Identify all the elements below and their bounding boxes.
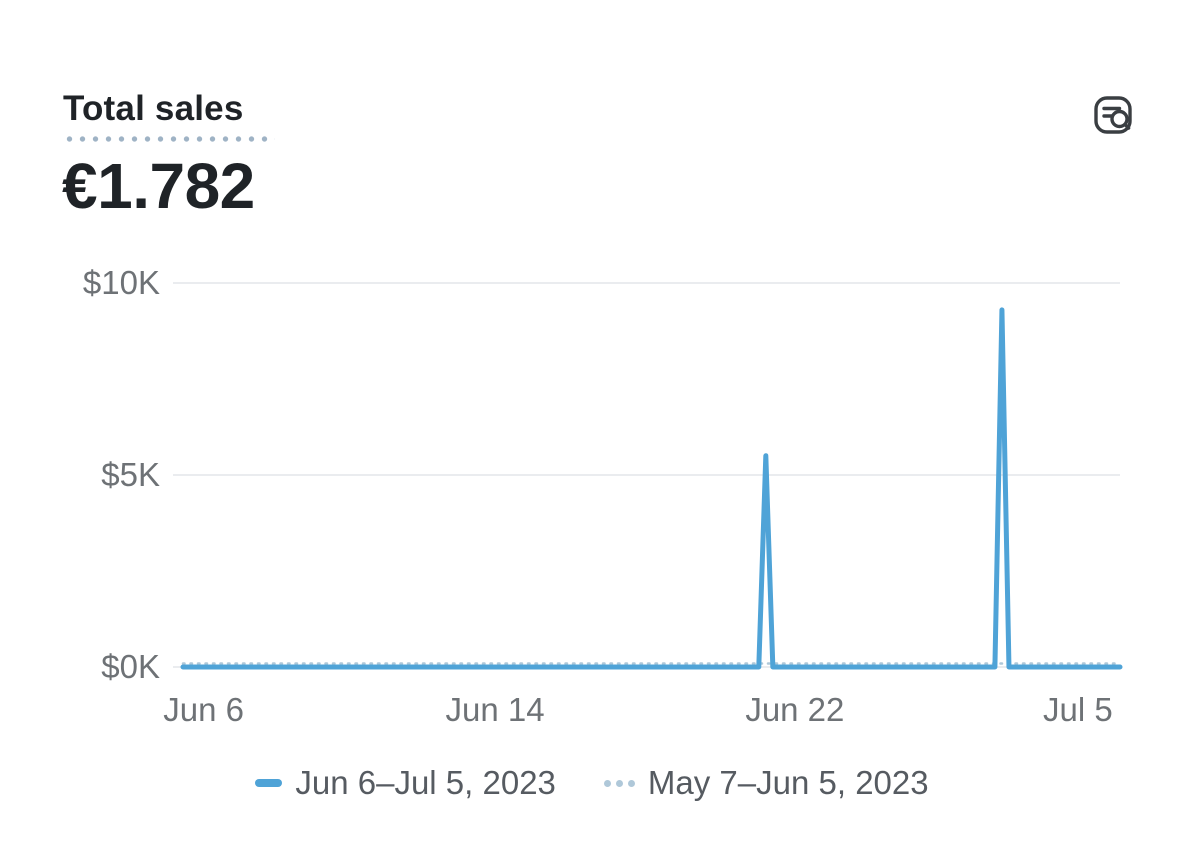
x-axis-tick-label: Jun 6 [163, 691, 244, 728]
chart-legend: Jun 6–Jul 5, 2023 May 7–Jun 5, 2023 [0, 763, 1184, 803]
explore-data-button[interactable] [1089, 91, 1137, 139]
legend-label-current-period: Jun 6–Jul 5, 2023 [295, 764, 556, 801]
legend-dotted-swatch [603, 779, 635, 787]
series-line-current-period [180, 307, 1123, 670]
report-magnifier-icon [1094, 96, 1132, 134]
x-axis-tick-label: Jul 5 [1043, 691, 1113, 728]
legend-item-current-period: Jun 6–Jul 5, 2023 [255, 763, 556, 803]
metric-title[interactable]: Total sales [63, 89, 244, 128]
legend-item-previous-period: May 7–Jun 5, 2023 [603, 763, 929, 803]
x-axis-tick-label: Jun 22 [745, 691, 844, 728]
y-axis-tick-label: $10K [83, 264, 160, 301]
x-axis-tick-label: Jun 14 [445, 691, 544, 728]
y-axis-tick-label: $5K [101, 456, 160, 493]
total-sales-value: €1.782 [62, 150, 255, 222]
title-dotted-underline [63, 136, 275, 142]
y-axis-tick-label: $0K [101, 648, 160, 685]
metric-title-block: Total sales [63, 90, 275, 142]
legend-label-previous-period: May 7–Jun 5, 2023 [647, 764, 929, 801]
legend-line-swatch [255, 779, 283, 787]
